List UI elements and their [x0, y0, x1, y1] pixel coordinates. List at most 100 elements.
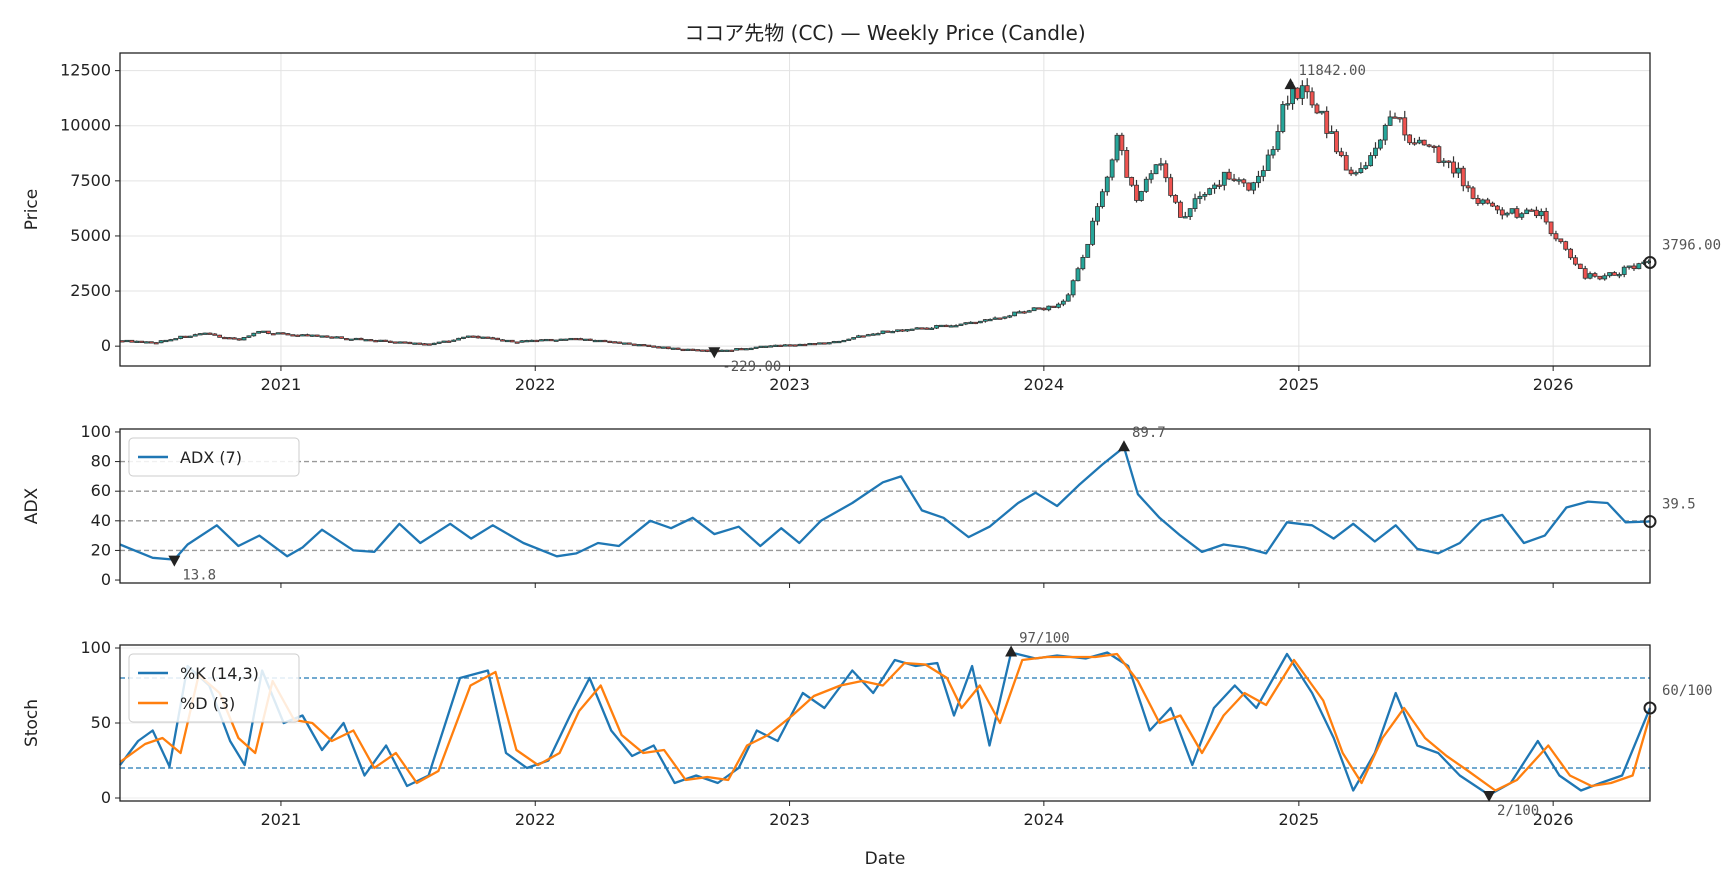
x-tick-label: 2025	[1278, 375, 1319, 394]
candle-body	[461, 336, 466, 339]
candle-body	[1451, 161, 1456, 174]
candle-body	[812, 343, 818, 346]
candle-body	[773, 344, 779, 347]
candle-body	[1109, 159, 1115, 178]
candle-body	[739, 348, 744, 351]
candle-body	[1041, 307, 1047, 311]
candle-body	[821, 342, 827, 345]
candle-body	[1095, 206, 1100, 222]
candle-body	[802, 343, 808, 347]
candle-body	[748, 347, 754, 351]
annotation-label: 3796.00	[1662, 237, 1721, 253]
candle-body	[1441, 160, 1447, 163]
x-tick-label: 2025	[1278, 810, 1319, 829]
candle-body	[1217, 184, 1222, 187]
candle-body	[1577, 263, 1583, 269]
candle-body	[792, 344, 798, 347]
candle-body	[831, 341, 837, 344]
candle-body	[1085, 243, 1091, 258]
candle-body	[226, 337, 232, 340]
candle-body	[626, 342, 632, 345]
price-panel-frame	[119, 52, 1651, 367]
candle-body	[685, 348, 691, 351]
candle-body	[319, 335, 325, 338]
candle-body	[1412, 142, 1417, 145]
y-tick-label: 0	[101, 570, 111, 589]
candle-body	[1104, 176, 1110, 193]
candle-body	[851, 337, 857, 340]
annotation-label: 13.8	[182, 568, 216, 584]
candle-body	[348, 338, 354, 341]
candle-body	[973, 321, 978, 325]
candle-body	[622, 342, 627, 345]
candle-body	[222, 336, 227, 340]
candle-body	[514, 341, 520, 344]
candle-body	[929, 327, 935, 330]
candle-body	[1436, 146, 1442, 163]
candle-body	[1363, 165, 1369, 169]
series-line-0	[119, 651, 1652, 797]
adx-panel-frame	[119, 428, 1651, 584]
candle-body	[1119, 134, 1125, 151]
candle-body	[870, 333, 876, 336]
candle-body	[314, 334, 320, 337]
candle-body	[1256, 175, 1261, 184]
y-tick-label: 40	[91, 511, 111, 530]
candle-body	[1168, 177, 1174, 196]
candle-body	[1343, 155, 1349, 171]
candle-body	[1563, 241, 1569, 250]
x-tick-label: 2023	[769, 810, 810, 829]
candle-body	[397, 341, 403, 344]
candle-body	[558, 338, 564, 341]
candle-body	[568, 337, 574, 341]
candle-body	[1158, 163, 1164, 166]
candle-body	[895, 329, 900, 332]
candle-body	[670, 347, 676, 350]
candle-body	[1334, 131, 1339, 153]
candle-body	[426, 343, 432, 346]
candle-body	[1602, 275, 1608, 280]
candle-body	[1241, 179, 1247, 184]
candle-body	[1124, 150, 1130, 178]
candle-body	[548, 338, 554, 342]
candle-body	[1338, 151, 1344, 156]
candle-body	[1148, 173, 1154, 180]
candle-body	[1416, 139, 1422, 144]
candle-body	[856, 335, 861, 338]
candle-body	[402, 341, 408, 344]
candle-body	[412, 342, 418, 345]
candle-body	[646, 344, 652, 347]
candle-body	[217, 334, 223, 338]
candle-body	[1538, 211, 1544, 217]
candle-body	[1051, 305, 1057, 308]
candle-body	[724, 349, 730, 352]
candle-body	[309, 334, 315, 337]
candle-body	[519, 340, 525, 343]
candle-body	[1285, 103, 1291, 106]
annotation-marker-up	[1117, 440, 1130, 452]
candle-body	[1251, 182, 1256, 191]
candle-body	[1299, 85, 1305, 99]
candle-body	[256, 330, 262, 334]
legend-label: ADX (7)	[180, 448, 242, 467]
candle-body	[1421, 139, 1427, 146]
candle-body	[1626, 265, 1632, 268]
candle-body	[202, 332, 208, 335]
candle-body	[1543, 211, 1549, 223]
candle-body	[1446, 160, 1452, 163]
candle-body	[919, 327, 925, 330]
annotation-label: 2/100	[1497, 803, 1539, 819]
candle-body	[1246, 182, 1252, 191]
candle-body	[231, 337, 237, 340]
candle-body	[236, 338, 242, 341]
candle-body	[1470, 187, 1476, 199]
candle-body	[1324, 110, 1330, 134]
candle-body	[153, 342, 159, 345]
candle-body	[1431, 145, 1437, 149]
candle-body	[1290, 87, 1295, 105]
candle-body	[958, 323, 964, 326]
candle-body	[1582, 268, 1588, 279]
candle-body	[1465, 185, 1471, 189]
candle-body	[1007, 315, 1013, 318]
candle-body	[900, 329, 905, 332]
